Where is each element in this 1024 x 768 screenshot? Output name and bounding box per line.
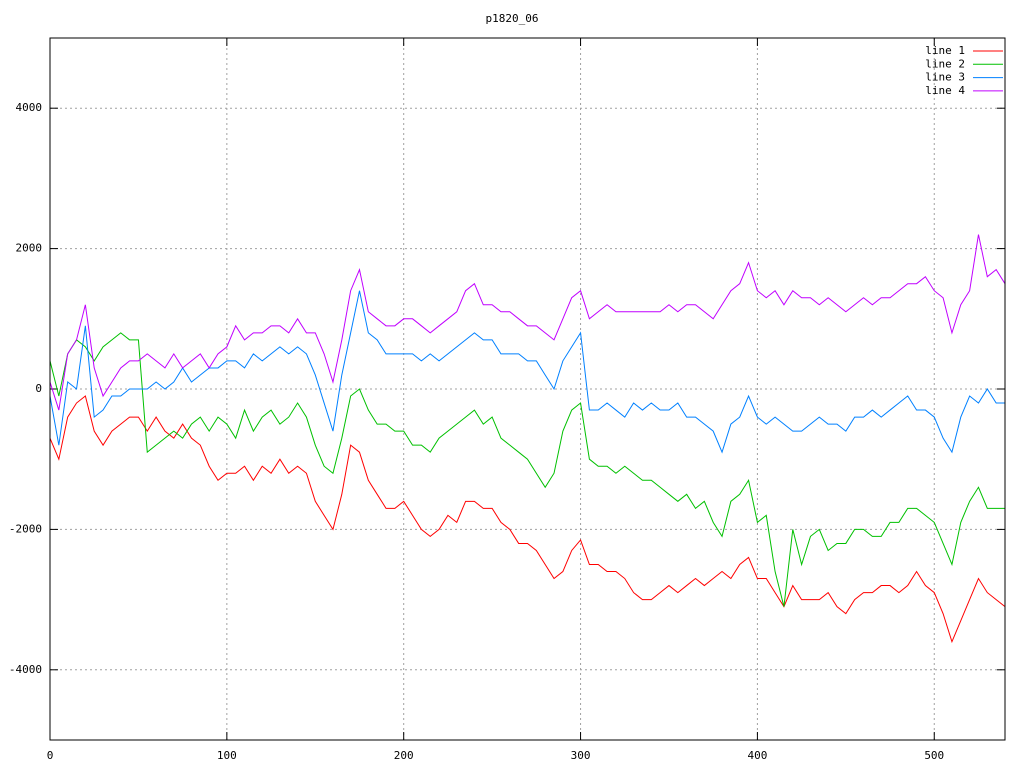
x-tick-label: 0 (47, 749, 54, 762)
plot-border (49, 37, 1006, 741)
y-tick-label: -4000 (9, 663, 42, 676)
series-line (49, 395, 1006, 644)
y-tick-label: -2000 (9, 522, 42, 535)
y-tick-label: 2000 (16, 242, 43, 255)
chart-title: p1820_06 (486, 12, 539, 25)
series-line (49, 234, 1006, 411)
x-tick-label: 400 (747, 749, 767, 762)
legend-label: line 3 (925, 71, 965, 84)
legend-label: line 1 (925, 44, 965, 57)
y-tick-label: 0 (35, 382, 42, 395)
legend-label: line 2 (925, 57, 965, 70)
x-tick-label: 100 (217, 749, 237, 762)
x-tick-label: 300 (571, 749, 591, 762)
series-line (49, 332, 1005, 607)
y-tick-label: 4000 (16, 101, 43, 114)
x-tick-label: 200 (394, 749, 414, 762)
x-tick-label: 500 (924, 749, 944, 762)
legend-label: line 4 (925, 84, 965, 97)
